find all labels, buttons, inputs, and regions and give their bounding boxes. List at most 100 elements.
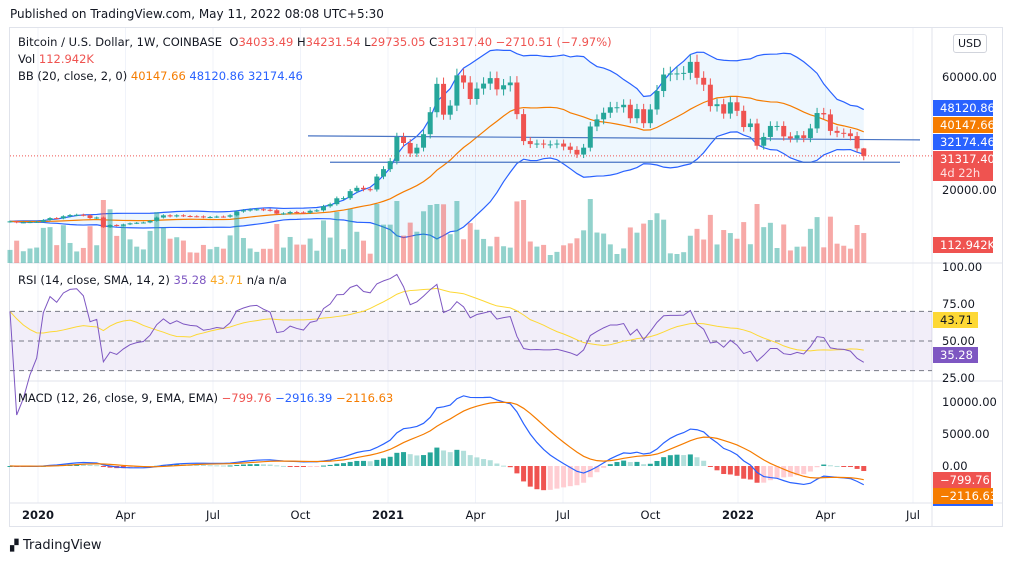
candle-body bbox=[147, 220, 153, 223]
volume-bar bbox=[767, 222, 773, 263]
volume-bar bbox=[821, 247, 827, 263]
macd-histogram-bar bbox=[267, 464, 273, 466]
candle-body bbox=[207, 216, 213, 218]
macd-histogram-bar bbox=[494, 463, 500, 466]
candle-body bbox=[774, 125, 780, 127]
candle-body bbox=[240, 210, 246, 212]
candle-body bbox=[334, 198, 340, 205]
candle-body bbox=[247, 209, 253, 211]
candle-body bbox=[200, 216, 206, 218]
rsi-tick-label: 100.00 bbox=[942, 260, 982, 274]
volume-bar bbox=[581, 230, 587, 263]
candle-body bbox=[274, 210, 280, 214]
volume-bar bbox=[214, 246, 220, 263]
candle-body bbox=[154, 217, 160, 221]
volume-bar bbox=[547, 255, 553, 263]
volume-bar bbox=[227, 235, 233, 263]
volume-label: Vol bbox=[18, 52, 36, 66]
candle-body bbox=[187, 216, 193, 218]
low-value: 29735.05 bbox=[370, 35, 426, 49]
candle-body bbox=[574, 149, 580, 155]
bb-basis-line bbox=[9, 95, 864, 223]
candle-body bbox=[234, 211, 240, 216]
time-tick-label: Oct bbox=[291, 508, 311, 522]
macd-histogram-bar bbox=[167, 464, 173, 466]
symbol-legend: Bitcoin / U.S. Dollar, 1W, COINBASE O340… bbox=[18, 35, 612, 49]
macd-histogram-bar bbox=[327, 464, 333, 466]
candle-body bbox=[607, 107, 613, 113]
price-tick-label: 20000.00 bbox=[942, 183, 997, 197]
volume-bar bbox=[441, 204, 447, 263]
macd-histogram-bar bbox=[234, 464, 240, 466]
volume-bar bbox=[120, 225, 126, 263]
macd-hist-value: −799.76 bbox=[221, 391, 272, 405]
volume-bar bbox=[721, 230, 727, 263]
time-tick-label: Jul bbox=[205, 508, 220, 522]
macd-histogram-bar bbox=[741, 466, 747, 479]
macd-histogram-bar bbox=[681, 455, 687, 466]
volume-bar bbox=[567, 243, 573, 263]
volume-bar bbox=[341, 249, 346, 263]
volume-bar bbox=[267, 248, 273, 263]
currency-button[interactable]: USD bbox=[953, 34, 987, 53]
volume-bar bbox=[694, 228, 700, 263]
macd-histogram-bar bbox=[274, 465, 280, 467]
candle-body bbox=[461, 75, 467, 83]
macd-histogram-bar bbox=[587, 466, 593, 478]
candle-body bbox=[214, 216, 220, 218]
volume-bar bbox=[20, 251, 26, 263]
candle-body bbox=[661, 74, 667, 92]
chart-container[interactable] bbox=[9, 27, 1003, 527]
macd-histogram-bar bbox=[314, 466, 320, 467]
volume-bar bbox=[100, 200, 106, 263]
macd-histogram-bar bbox=[387, 456, 393, 466]
volume-bar bbox=[707, 214, 713, 263]
volume-bar bbox=[701, 239, 707, 263]
candle-body bbox=[681, 72, 687, 74]
candle-body bbox=[561, 143, 567, 147]
macd-histogram-bar bbox=[374, 459, 380, 466]
volume-bar bbox=[634, 232, 640, 263]
macd-histogram-bar bbox=[814, 466, 820, 468]
candle-body bbox=[127, 223, 133, 225]
macd-histogram-bar bbox=[547, 466, 553, 490]
volume-bar bbox=[127, 239, 133, 263]
candle-body bbox=[60, 216, 66, 219]
volume-bar bbox=[781, 224, 787, 263]
macd-histogram-bar bbox=[841, 466, 847, 467]
volume-bar bbox=[494, 236, 500, 263]
macd-legend: MACD (12, 26, close, 9, EMA, EMA) −799.7… bbox=[18, 391, 393, 405]
volume-bar bbox=[240, 237, 246, 263]
macd-histogram-bar bbox=[447, 452, 453, 466]
candle-body bbox=[847, 133, 853, 137]
volume-bar bbox=[40, 227, 46, 263]
candle-body bbox=[854, 136, 860, 149]
candle-body bbox=[554, 143, 560, 145]
candle-body bbox=[227, 215, 233, 217]
rsi-ma-tag: 43.71 bbox=[933, 312, 978, 328]
volume-bar bbox=[574, 238, 580, 263]
candle-body bbox=[381, 169, 387, 177]
candle-body bbox=[387, 161, 393, 170]
volume-bar bbox=[534, 246, 540, 263]
candle-body bbox=[34, 221, 40, 223]
candle-body bbox=[754, 123, 760, 146]
macd-histogram-bar bbox=[727, 466, 733, 475]
candle-body bbox=[801, 135, 807, 139]
macd-histogram-bar bbox=[534, 466, 540, 490]
volume-bar bbox=[347, 209, 353, 263]
volume-bar bbox=[654, 213, 660, 263]
volume-bar bbox=[174, 237, 180, 263]
candle-body bbox=[160, 215, 166, 218]
macd-histogram-bar bbox=[621, 460, 627, 466]
macd-histogram-bar bbox=[421, 455, 427, 466]
volume-bar bbox=[294, 244, 300, 263]
volume-bar bbox=[467, 223, 473, 263]
macd-histogram-bar bbox=[801, 466, 807, 475]
volume-tag: 112.942K bbox=[933, 237, 995, 253]
volume-bar bbox=[414, 231, 420, 263]
candle-body bbox=[707, 84, 713, 107]
volume-value: 112.942K bbox=[38, 52, 94, 66]
candle-body bbox=[647, 109, 653, 124]
